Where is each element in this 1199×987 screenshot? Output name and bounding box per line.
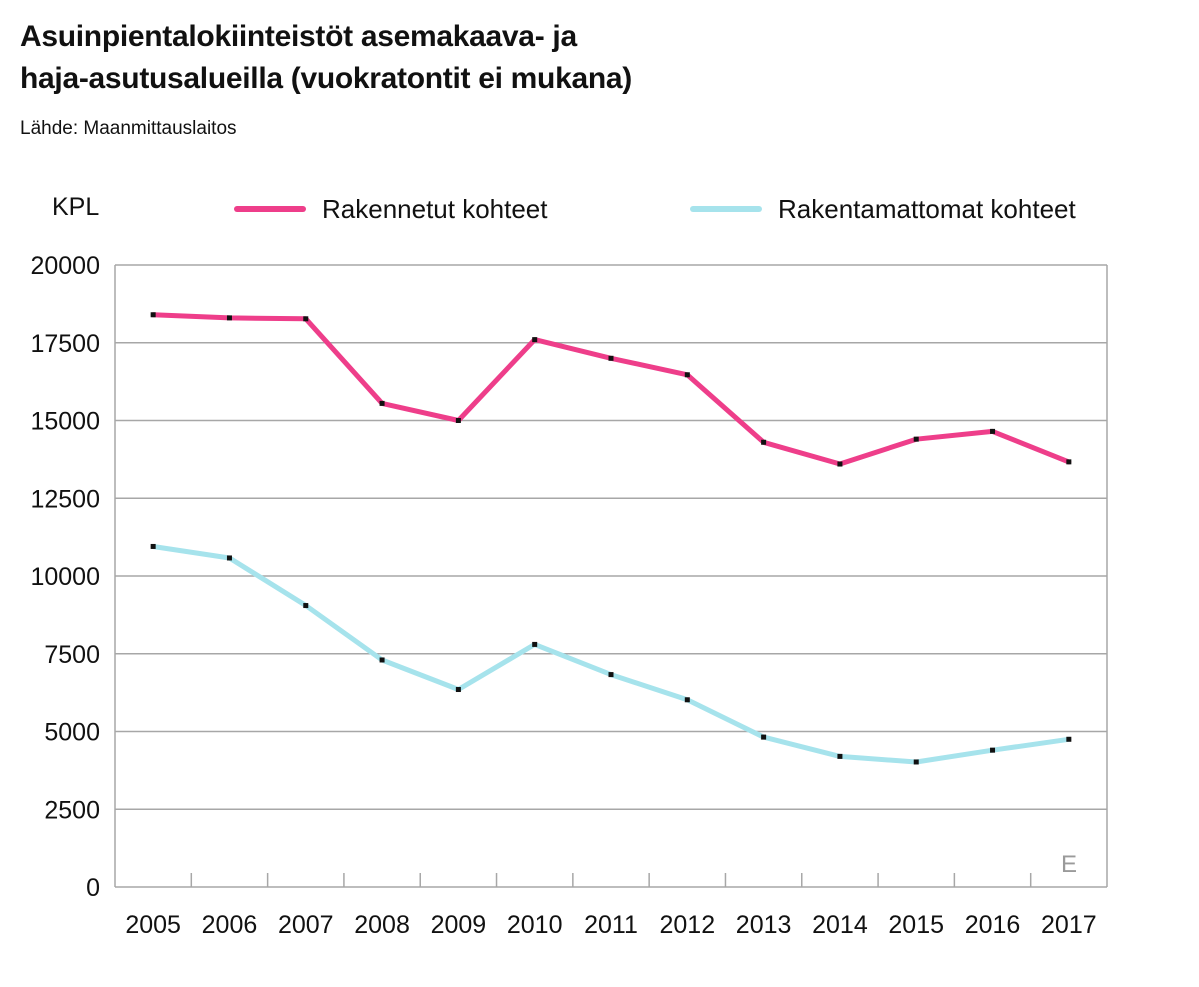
x-tick-label-2014: 2014 (812, 911, 868, 939)
data-point-s1-2007 (303, 603, 309, 609)
y-tick-label-15000: 15000 (30, 408, 100, 436)
legend-label-rakennetut: Rakennetut kohteet (322, 193, 548, 224)
data-point-s1-2005 (150, 543, 156, 549)
y-tick-label-17500: 17500 (30, 330, 100, 358)
data-point-s0-2015 (913, 436, 919, 442)
data-point-s0-2016 (990, 428, 996, 434)
data-point-s1-2010 (532, 641, 538, 647)
x-tick-label-2015: 2015 (888, 911, 944, 939)
chart-title: Asuinpientalokiinteistöt asemakaava- ja … (20, 16, 1120, 100)
data-points (150, 312, 1072, 765)
y-tick-label-10000: 10000 (30, 563, 100, 591)
data-point-s1-2014 (837, 753, 843, 759)
data-point-s1-2011 (608, 672, 614, 678)
data-point-s0-2012 (684, 372, 690, 378)
data-point-s0-2013 (761, 439, 767, 445)
y-tick-label-0: 0 (86, 874, 100, 902)
axes (114, 265, 1108, 888)
legend-swatch-rakennetut (234, 206, 306, 212)
data-point-s0-2007 (303, 316, 309, 322)
x-tick-label-2005: 2005 (125, 911, 181, 939)
data-point-s1-2012 (684, 697, 690, 703)
y-axis-unit-label: KPL (52, 193, 100, 221)
x-tick-label-2011: 2011 (584, 911, 638, 939)
y-tick-labels: 0 2500 5000 7500 10000 12500 15000 17500 20000 (30, 252, 100, 902)
data-point-s1-2006 (226, 555, 232, 561)
x-tick-label-2007: 2007 (278, 911, 334, 939)
x-tick-label-2006: 2006 (202, 911, 258, 939)
x-tick-label-2009: 2009 (431, 911, 487, 939)
data-point-s0-2014 (837, 461, 843, 467)
data-point-s0-2005 (150, 312, 156, 318)
series-lines (150, 312, 1072, 765)
data-point-s1-2017 (1066, 736, 1072, 742)
series-line-0 (150, 312, 1072, 467)
x-tick-label-2017: 2017 (1041, 911, 1097, 939)
chart-source: Lähde: Maanmittauslaitos (20, 118, 237, 139)
data-point-s0-2011 (608, 355, 614, 361)
data-point-s1-2013 (761, 734, 767, 740)
watermark-logo: E (1061, 851, 1077, 878)
data-point-s1-2008 (379, 657, 385, 663)
data-point-s1-2009 (455, 687, 461, 693)
y-tick-label-5000: 5000 (44, 719, 100, 747)
x-tick-label-2008: 2008 (354, 911, 410, 939)
data-point-s0-2009 (455, 418, 461, 423)
grid-lines (115, 264, 1107, 810)
y-tick-label-12500: 12500 (30, 485, 100, 513)
x-tick-label-2013: 2013 (736, 911, 792, 939)
legend-item-rakentamattomat: Rakentamattomat kohteet (690, 192, 1076, 226)
y-tick-label-2500: 2500 (44, 796, 100, 824)
data-point-s1-2016 (990, 747, 996, 753)
legend-label-rakentamattomat: Rakentamattomat kohteet (778, 193, 1076, 224)
legend-item-rakennetut: Rakennetut kohteet (234, 192, 548, 226)
x-tick-label-2010: 2010 (507, 911, 563, 939)
legend-swatch-rakentamattomat (690, 206, 762, 212)
data-point-s0-2010 (532, 337, 538, 343)
x-tick-label-2012: 2012 (659, 911, 715, 939)
data-point-s0-2006 (226, 315, 232, 321)
x-tick-label-2016: 2016 (965, 911, 1021, 939)
chart-title-line-1: Asuinpientalokiinteistöt asemakaava- ja (20, 20, 577, 53)
data-point-s1-2015 (913, 759, 919, 765)
data-point-s0-2008 (379, 400, 385, 406)
data-point-s0-2017 (1066, 459, 1072, 465)
x-tick-labels: 2005 2006 2007 2008 2009 2010 2011 2012 2013 2014… (125, 911, 1096, 939)
chart-title-line-2: haja-asutusalueilla (vuokratontit ei muk… (20, 62, 632, 95)
y-tick-label-7500: 7500 (44, 641, 100, 669)
y-tick-label-20000: 20000 (30, 252, 100, 280)
